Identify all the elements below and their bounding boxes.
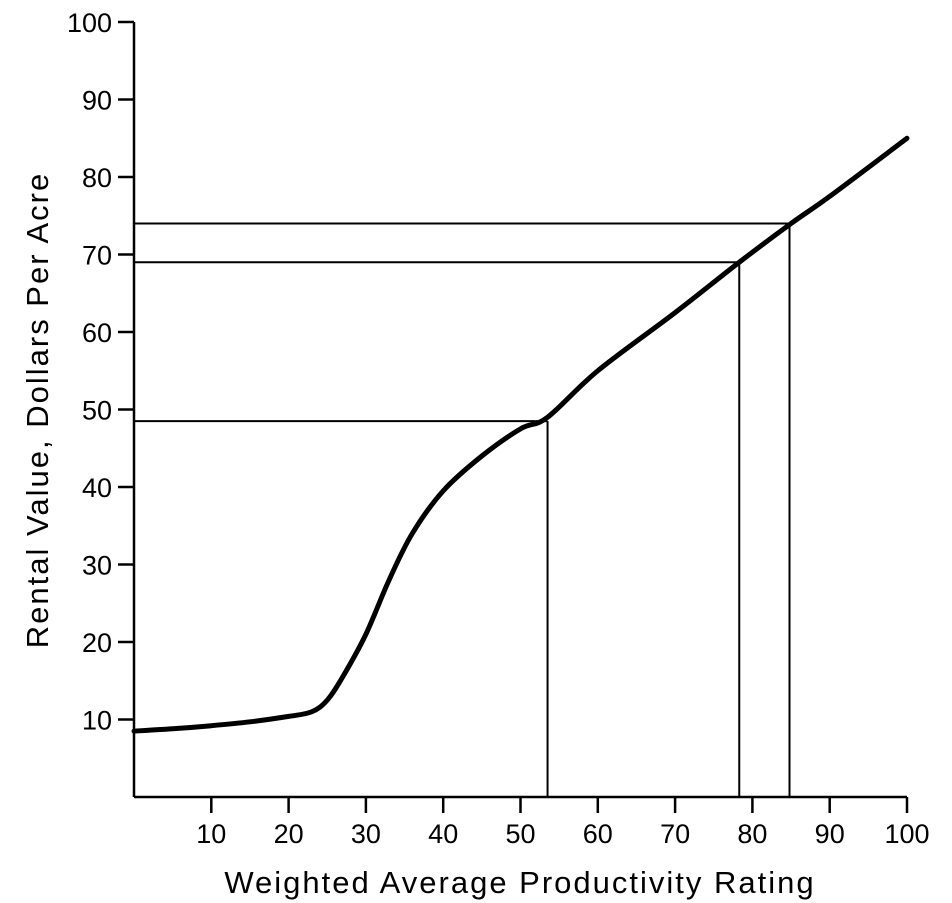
series-line-1 [131,135,910,734]
y-tick-label-10: 10 [82,706,112,736]
y-tick-label-50: 50 [82,396,112,426]
x-tick-label-50: 50 [505,819,535,849]
axes: 10 20 30 40 50 60 70 80 90 100 10 20 30 40 50 60 70 80 90 1… [67,8,930,849]
series-layer [131,135,910,734]
reference-lines [134,222,791,797]
y-tick-label-80: 80 [82,163,112,193]
x-tick-label-70: 70 [660,819,690,849]
x-tick-label-90: 90 [815,819,845,849]
x-tick-label-10: 10 [196,819,226,849]
y-tick-label-20: 20 [82,628,112,658]
y-tick-label-40: 40 [82,473,112,503]
y-axis-title: Rental Value, Dollars Per Acre [20,172,55,648]
x-tick-label-40: 40 [428,819,458,849]
x-tick-label-80: 80 [737,819,767,849]
y-tick-label-70: 70 [82,241,112,271]
x-tick-label-20: 20 [274,819,304,849]
y-tick-label-60: 60 [82,318,112,348]
x-tick-label-60: 60 [583,819,613,849]
x-tick-label-30: 30 [351,819,381,849]
y-tick-label-100: 100 [67,8,112,38]
x-axis-title: Weighted Average Productivity Rating [224,865,815,900]
y-tick-label-30: 30 [82,551,112,581]
x-tick-label-100: 100 [884,819,929,849]
y-tick-label-90: 90 [82,86,112,116]
